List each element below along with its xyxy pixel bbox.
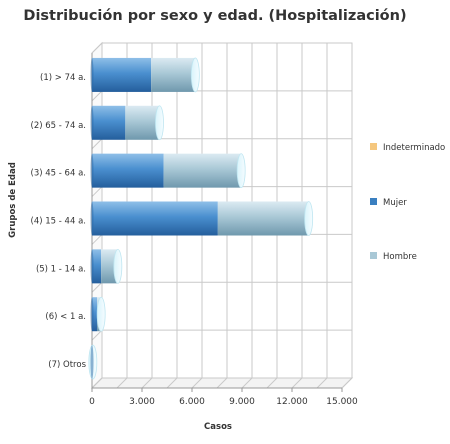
bar-segment-mujer — [92, 105, 126, 140]
floor-line — [116, 377, 128, 389]
wall-line — [91, 138, 103, 150]
legend-swatch — [370, 252, 377, 259]
legend-label: Hombre — [383, 252, 417, 262]
category-label: (6) < 1 a. — [45, 312, 86, 322]
bar-segment-hombre — [125, 105, 160, 140]
floor-line — [216, 377, 228, 389]
category-label: (1) > 74 a. — [40, 73, 86, 83]
wall-line — [91, 281, 103, 293]
bar-start-cap — [90, 105, 94, 140]
x-tick-label: 9.000 — [229, 397, 255, 407]
legend: Indeterminado Mujer Hombre — [370, 143, 445, 262]
category-labels: (1) > 74 a. (2) 65 - 74 a. (3) 45 - 64 a. (… — [31, 73, 87, 370]
floor-line — [191, 377, 203, 389]
legend-label: Indeterminado — [383, 143, 445, 153]
bar-segment-mujer — [92, 153, 164, 188]
bar-start-cap — [90, 249, 94, 284]
x-tick-labels: 0 3.000 6.000 9.000 12.000 15.000 — [89, 388, 358, 407]
wall-line — [91, 90, 103, 102]
wall-line — [91, 377, 103, 389]
legend-label: Mujer — [383, 198, 407, 208]
bar-start-cap — [90, 297, 94, 332]
bar-start-cap — [90, 57, 94, 92]
bar-end-cap — [155, 105, 164, 141]
wall-line — [91, 329, 103, 341]
floor-line — [291, 377, 303, 389]
x-tick-label: 6.000 — [179, 397, 205, 407]
x-tick-label: 3.000 — [129, 397, 155, 407]
wall-line — [91, 42, 103, 54]
bar-segment-hombre — [217, 201, 309, 236]
category-label: (7) Otros — [48, 360, 86, 370]
floor-line — [241, 377, 253, 389]
bar-start-cap — [90, 201, 94, 236]
category-label: (5) 1 - 14 a. — [36, 264, 86, 274]
bar-segment-mujer — [92, 249, 102, 284]
floor-line — [266, 377, 278, 389]
bar-end-cap — [113, 248, 123, 284]
bar-start-cap — [90, 345, 94, 380]
legend-swatch — [370, 143, 377, 150]
bar-end-cap — [190, 57, 200, 93]
legend-swatch — [370, 198, 377, 205]
chart-title: Distribución por sexo y edad. (Hospitali… — [23, 8, 406, 24]
y-axis-label: Grupos de Edad — [8, 162, 18, 238]
x-tick-label: 15.000 — [326, 397, 358, 407]
bar-segment-mujer — [92, 297, 97, 332]
bar-segment-mujer — [92, 201, 218, 236]
x-axis-label: Casos — [204, 422, 232, 432]
bars — [88, 57, 314, 380]
bar-segment-hombre — [151, 57, 196, 92]
category-label: (3) 45 - 64 a. — [31, 169, 86, 179]
category-label: (2) 65 - 74 a. — [31, 121, 86, 131]
wall-line — [91, 234, 103, 245]
floor-line — [316, 377, 328, 389]
floor-line — [341, 377, 353, 389]
bar-end-cap — [96, 296, 106, 332]
bar-segment-hombre — [163, 153, 242, 188]
bar-end-cap — [236, 153, 246, 189]
bar-end-cap — [304, 201, 314, 236]
bar-segment-hombre — [101, 249, 118, 284]
floor-line — [141, 377, 153, 389]
x-tick-label: 0 — [89, 397, 95, 407]
wall-line — [91, 186, 103, 197]
category-label: (4) 15 - 44 a. — [31, 217, 86, 227]
bar-start-cap — [90, 153, 94, 188]
floor-line — [166, 377, 178, 389]
x-tick-label: 12.000 — [276, 397, 308, 407]
bar-segment-mujer — [92, 57, 152, 92]
